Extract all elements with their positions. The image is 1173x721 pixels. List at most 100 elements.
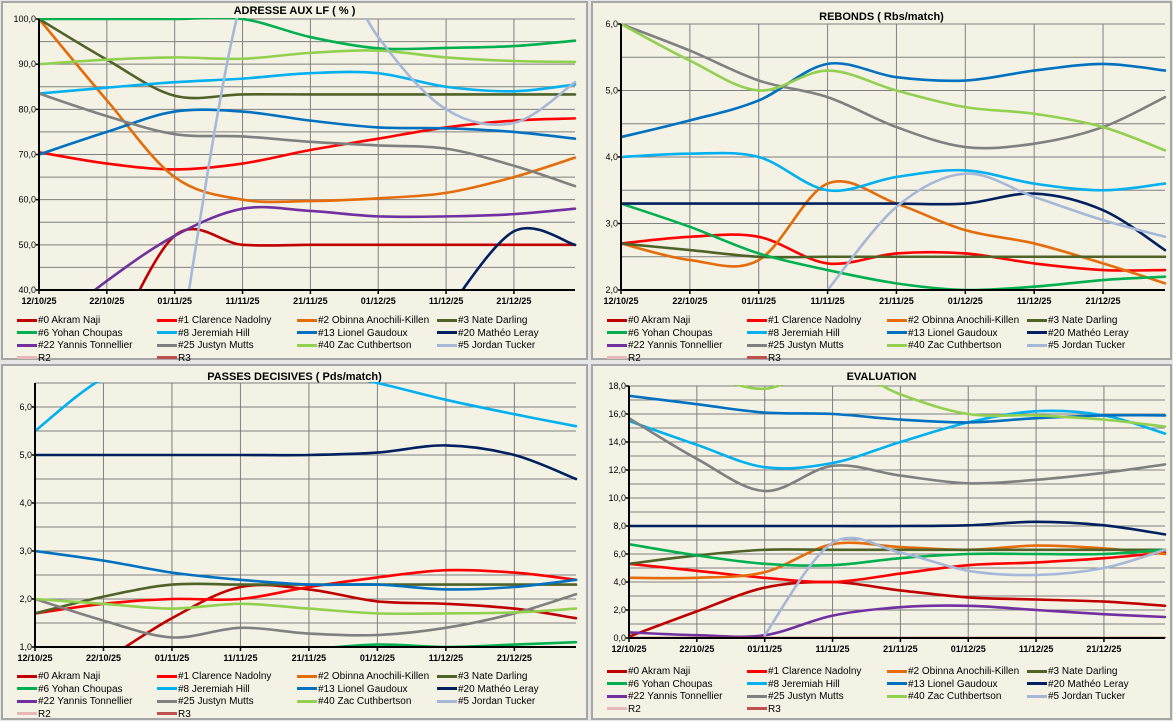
legend-label: #3 Nate Darling: [1048, 315, 1118, 326]
y-tick-label: 12,0: [608, 465, 626, 475]
legend-label: #20 Mathéo Leray: [458, 327, 539, 339]
legend-swatch: [607, 707, 627, 711]
legend-item: #0 Akram Naji: [17, 315, 100, 327]
legend-item: #1 Clarence Nadolny: [747, 315, 861, 327]
legend-swatch: [437, 343, 457, 347]
series-line: [826, 172, 1167, 290]
x-tick-label: 11/12/25: [429, 653, 464, 663]
x-tick-label: 21/12/25: [1086, 644, 1121, 654]
y-tick-label: 4,0: [19, 498, 32, 508]
legend-item: #2 Obinna Anochili-Killen: [297, 315, 429, 327]
legend-label: #22 Yannis Tonnellier: [628, 340, 723, 351]
legend-item: #3 Nate Darling: [437, 315, 527, 327]
legend-label: #0 Akram Naji: [628, 666, 691, 677]
legend-item: #5 Jordan Tucker: [1027, 691, 1125, 703]
legend-item: #0 Akram Naji: [17, 671, 100, 683]
chart-svg: 12/10/25 22/10/25 01/11/25 11/11/25 21/11/25…: [608, 381, 1167, 654]
x-tick-label: 11/12/25: [1019, 644, 1054, 654]
legend-label: #40 Zac Cuthbertson: [908, 691, 1002, 702]
series-line: [629, 580, 1167, 638]
series-group: [629, 385, 1167, 638]
series-line: [629, 604, 1167, 638]
legend-item: R3: [157, 353, 191, 365]
series-line: [621, 23, 1167, 152]
x-tick-label: 12/10/25: [611, 644, 646, 654]
legend-swatch: [887, 318, 907, 322]
y-tick-label: 50,0: [18, 240, 36, 250]
legend-swatch: [297, 674, 317, 678]
x-tick-label: 01/11/25: [157, 296, 192, 306]
series-line: [123, 583, 578, 647]
series-line: [39, 49, 577, 66]
legend-item: #8 Jeremiah Hill: [747, 328, 840, 340]
legend-label: R2: [38, 708, 51, 720]
y-tick-label: 2,0: [19, 594, 32, 604]
legend-swatch: [607, 682, 627, 686]
legend-label: #40 Zac Cuthbertson: [318, 696, 412, 707]
chart-title: REBONDS ( Rbs/match): [819, 11, 944, 23]
legend-swatch: [607, 669, 627, 673]
legend-item: #25 Justyn Mutts: [747, 691, 844, 703]
legend-item: #2 Obinna Anochili-Killen: [297, 671, 429, 683]
x-tick-label: 11/12/25: [429, 296, 464, 306]
legend-item: #3 Nate Darling: [437, 671, 527, 683]
x-tick-label: 22/10/25: [672, 296, 707, 306]
series-line: [39, 18, 577, 100]
legend-item: #25 Justyn Mutts: [157, 696, 254, 708]
legend-swatch: [887, 682, 907, 686]
legend-item: #25 Justyn Mutts: [157, 340, 254, 352]
legend-item: R3: [747, 353, 781, 365]
legend-label: #40 Zac Cuthbertson: [908, 340, 1002, 351]
y-tick-label: 0,0: [613, 633, 626, 643]
legend-item: #22 Yannis Tonnellier: [607, 340, 723, 352]
legend-item: #6 Yohan Choupas: [17, 328, 123, 340]
legend-swatch: [297, 699, 317, 703]
legend-item: #1 Clarence Nadolny: [157, 671, 271, 683]
legend-swatch: [1027, 669, 1047, 673]
y-tick-label: 2,0: [613, 605, 626, 615]
y-tick-label: 90,0: [18, 59, 36, 69]
legend-swatch: [747, 343, 767, 347]
legend-label: R2: [628, 703, 641, 715]
series-line: [621, 242, 1167, 259]
legend-swatch: [747, 356, 767, 360]
y-tick-label: 4,0: [605, 152, 618, 162]
series-line: [35, 382, 578, 433]
legend-swatch: [17, 687, 37, 691]
y-tick-label: 3,0: [19, 546, 32, 556]
legend-item: #20 Mathéo Leray: [437, 684, 539, 696]
legend-item: #22 Yannis Tonnellier: [607, 691, 723, 703]
legend-label: #1 Clarence Nadolny: [178, 315, 272, 326]
legend-label: #3 Nate Darling: [458, 671, 528, 682]
x-tick-label: 11/12/25: [1017, 296, 1052, 306]
legend-item: #20 Mathéo Leray: [1027, 328, 1129, 340]
legend-label: R2: [38, 352, 51, 364]
legend-item: #13 Lionel Gaudoux: [297, 328, 408, 340]
legend-swatch: [297, 331, 317, 335]
series-line: [187, 18, 577, 290]
legend-swatch: [1027, 318, 1047, 322]
x-tick-label: 11/11/25: [816, 644, 850, 654]
y-tick-label: 5,0: [19, 450, 32, 460]
legend-item: #8 Jeremiah Hill: [157, 684, 250, 696]
legend-item: #3 Nate Darling: [1027, 666, 1117, 678]
series-line: [39, 108, 577, 156]
series-line: [629, 520, 1167, 536]
legend-item: #5 Jordan Tucker: [1027, 340, 1125, 352]
legend-label: #0 Akram Naji: [38, 315, 101, 326]
legend-swatch: [1027, 331, 1047, 335]
legend-label: #8 Jeremiah Hill: [178, 683, 250, 695]
legend-item: #40 Zac Cuthbertson: [297, 696, 411, 708]
y-tick-label: 1,0: [19, 642, 32, 652]
legend-item: #5 Jordan Tucker: [437, 696, 535, 708]
series-line: [629, 409, 1167, 470]
series-line: [629, 551, 1167, 584]
x-tick-label: 21/11/25: [293, 296, 328, 306]
legend-swatch: [1027, 694, 1047, 698]
series-line: [629, 416, 1167, 493]
series-line: [621, 61, 1167, 139]
legend-swatch: [17, 331, 37, 335]
legend-item: #8 Jeremiah Hill: [747, 679, 840, 691]
legend-swatch: [17, 712, 37, 716]
legend-swatch: [157, 712, 177, 716]
